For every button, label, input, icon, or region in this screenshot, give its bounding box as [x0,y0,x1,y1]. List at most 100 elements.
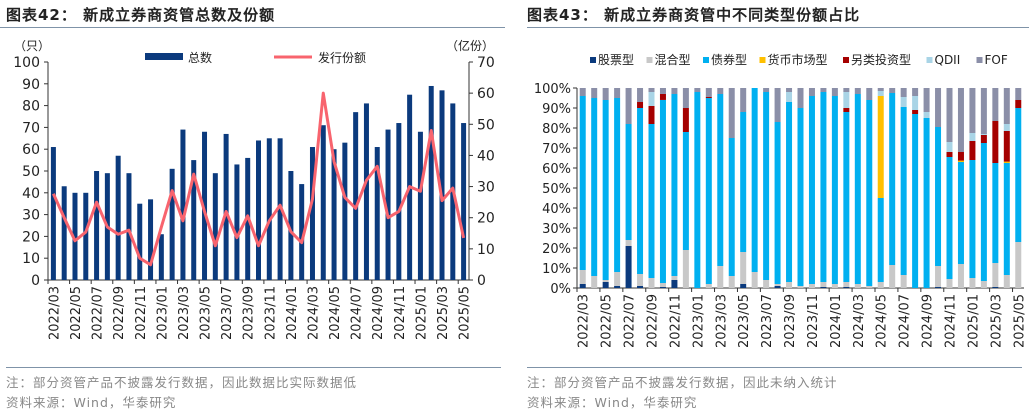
right-tick-label: 30 [477,180,495,196]
bar-segment-混合型 [820,282,827,287]
bar-segment-QDII [1003,124,1010,131]
x-tick-label: 2023/01 [691,294,706,348]
y-tick-label: 70% [542,142,571,157]
bar-segment-债券型 [774,122,781,284]
bar-total [331,149,337,280]
bar-total [126,173,132,280]
bar-segment-FOF [854,88,861,94]
bar-segment-混合型 [602,280,609,282]
bar-segment-混合型 [980,281,987,288]
bar-segment-另类投资型 [980,135,987,143]
bar-segment-混合型 [957,264,964,288]
bar-segment-另类投资型 [648,106,655,124]
bar-segment-FOF [591,88,598,98]
x-tick-label: 2024/03 [306,286,321,340]
bar-segment-债券型 [637,108,644,274]
bar-segment-混合型 [740,252,747,284]
bar-segment-股票型 [843,287,850,288]
bar-segment-FOF [912,88,919,96]
legend-swatch [843,57,849,63]
legend-label: 债券型 [711,52,747,67]
x-tick-label: 2025/01 [966,294,981,348]
bar-segment-QDII [786,92,793,102]
bar-segment-债券型 [614,98,621,272]
bar-segment-债券型 [579,96,586,270]
bar-segment-另类投资型 [969,141,976,160]
bar-segment-FOF [820,88,827,92]
bar-segment-债券型 [648,124,655,278]
bar-segment-混合型 [648,278,655,288]
legend-label: 混合型 [655,52,691,67]
bar-segment-另类投资型 [659,93,666,100]
left-chart-title: 图表42： 新成立券商资管总数及份额 [6,6,276,24]
bar-segment-债券型 [935,127,942,266]
bar-segment-FOF [957,88,964,152]
bar-segment-FOF [877,88,884,91]
bar-segment-混合型 [625,240,632,246]
bar-segment-FOF [889,88,896,93]
bar-segment-债券型 [705,98,712,284]
bar-total [288,171,294,280]
bar-segment-另类投资型 [682,108,689,132]
bar-segment-股票型 [740,284,747,288]
bar-total [363,103,369,280]
bar-segment-债券型 [900,107,907,275]
left-tick-label: 90 [22,77,40,93]
bar-segment-FOF [637,88,644,102]
x-tick-label: 2024/11 [393,286,408,340]
bar-total [115,155,121,280]
bar-segment-债券型 [763,92,770,280]
x-tick-label: 2025/03 [436,286,451,340]
bar-segment-混合型 [682,250,689,288]
bar-segment-混合型 [579,270,586,284]
legend-swatch [646,57,653,63]
bar-segment-债券型 [808,96,815,284]
bar-segment-债券型 [843,112,850,282]
legend-label: QDII [935,53,961,67]
bar-total [158,234,164,280]
bar-segment-FOF [969,88,976,133]
right-tick-label: 70 [477,55,495,71]
right-tick-label: 0 [477,273,486,289]
bar-segment-债券型 [969,160,976,278]
bar-segment-FOF [992,88,999,121]
bar-segment-股票型 [614,286,621,288]
bar-segment-债券型 [659,99,666,284]
y-tick-label: 50% [542,182,571,197]
legend-label: FOF [985,53,1008,67]
bar-total [309,147,315,280]
bar-segment-FOF [694,88,701,92]
bar-segment-FOF [808,88,815,96]
x-tick-label: 2023/07 [220,286,235,340]
bar-total [212,173,218,280]
right-tick-label: 60 [477,86,495,102]
bar-segment-另类投资型 [637,102,644,108]
x-tick-label: 2024/09 [921,294,936,348]
x-tick-label: 2023/05 [199,286,214,340]
bar-segment-货币市场型 [957,160,964,162]
bar-segment-FOF [740,88,747,112]
bar-segment-债券型 [831,96,838,284]
bar-segment-混合型 [843,282,850,287]
bar-segment-FOF [843,88,850,92]
left-tick-label: 20 [22,229,40,245]
bar-segment-债券型 [889,93,896,265]
bar-segment-股票型 [935,287,942,288]
x-tick-label: 2022/05 [600,294,615,348]
x-tick-label: 2024/11 [944,294,959,348]
left-tick-label: 10 [22,251,40,267]
bar-segment-混合型 [637,274,644,286]
bar-total [148,199,154,280]
bar-segment-混合型 [992,263,999,287]
y-tick-label: 100% [534,82,571,97]
bar-total [396,123,402,280]
bar-segment-QDII [900,97,907,107]
x-tick-label: 2025/05 [458,286,473,340]
bar-segment-FOF [648,88,655,92]
left-note: 注：部分资管产品不披露发行数据，因此数据比实际数据低 [6,375,358,390]
right-footer-divider [527,367,1022,368]
bar-total [202,131,208,280]
x-tick-label: 2024/03 [852,294,867,348]
bar-segment-另类投资型 [1003,131,1010,162]
bar-segment-QDII [969,133,976,141]
